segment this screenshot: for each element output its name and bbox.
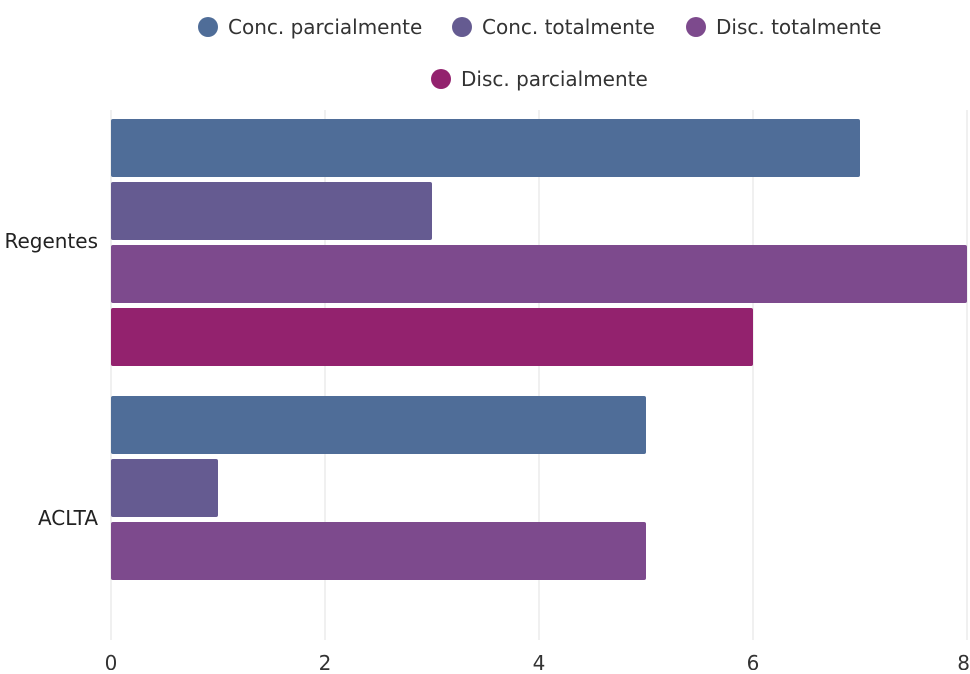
bar[interactable] (111, 522, 646, 580)
legend-label: Conc. totalmente (482, 15, 655, 39)
legend-label: Conc. parcialmente (228, 15, 422, 39)
bar[interactable] (111, 245, 967, 303)
legend-item[interactable]: Conc. parcialmente (198, 15, 422, 39)
legend-item[interactable]: Disc. parcialmente (431, 67, 648, 91)
legend-marker (431, 69, 451, 89)
x-tick-label: 6 (747, 651, 760, 670)
bar[interactable] (111, 182, 432, 240)
x-tick-label: 2 (319, 651, 332, 670)
bar[interactable] (111, 396, 646, 454)
bar[interactable] (111, 308, 753, 366)
x-tick-label: 0 (105, 651, 118, 670)
legend-label: Disc. parcialmente (461, 67, 648, 91)
y-axis-labels: Regentes ACLTA (4, 229, 98, 530)
legend-marker (686, 17, 706, 37)
legend-item[interactable]: Disc. totalmente (686, 15, 881, 39)
category-label: ACLTA (38, 506, 98, 530)
bars (111, 119, 967, 580)
legend: Conc. parcialmente Conc. totalmente Disc. … (198, 15, 881, 91)
legend-marker (198, 17, 218, 37)
bar[interactable] (111, 459, 218, 517)
legend-marker (452, 17, 472, 37)
legend-item[interactable]: Conc. totalmente (452, 15, 655, 39)
x-axis-labels: 0 2 4 6 8 (105, 651, 970, 674)
category-label: Regentes (4, 229, 98, 253)
legend-label: Disc. totalmente (716, 15, 881, 39)
x-tick-label: 8 (957, 651, 970, 670)
bar[interactable] (111, 119, 860, 177)
x-tick-label: 4 (533, 651, 546, 670)
